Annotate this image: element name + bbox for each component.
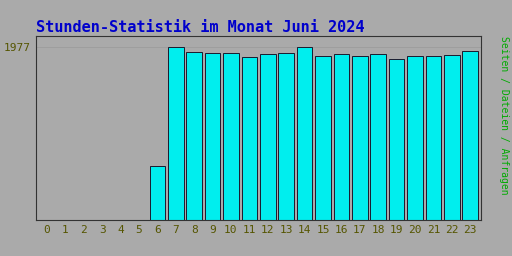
Bar [425, 56, 441, 220]
Bar [150, 166, 165, 220]
Bar [389, 59, 404, 220]
Bar [370, 54, 386, 220]
Bar [444, 55, 460, 220]
Bar [279, 52, 294, 220]
Bar [333, 54, 349, 220]
Bar [315, 56, 331, 220]
Bar [242, 57, 257, 220]
Bar [462, 51, 478, 220]
Bar [186, 52, 202, 220]
Bar [205, 52, 220, 220]
Bar [297, 47, 312, 220]
Bar [168, 47, 184, 220]
Text: Seiten / Dateien / Anfragen: Seiten / Dateien / Anfragen [499, 36, 509, 195]
Bar [260, 54, 275, 220]
Bar [352, 56, 368, 220]
Bar [223, 52, 239, 220]
Bar [407, 56, 423, 220]
Text: Stunden-Statistik im Monat Juni 2024: Stunden-Statistik im Monat Juni 2024 [36, 20, 365, 35]
